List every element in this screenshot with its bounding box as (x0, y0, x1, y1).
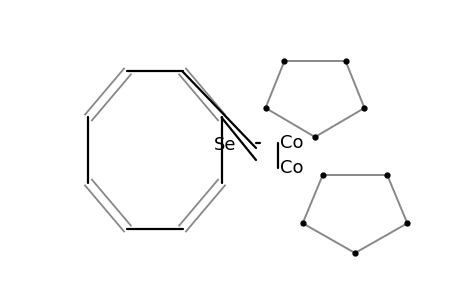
Text: Co: Co (280, 159, 303, 177)
Text: Se: Se (213, 136, 235, 154)
Text: Co: Co (280, 134, 303, 152)
